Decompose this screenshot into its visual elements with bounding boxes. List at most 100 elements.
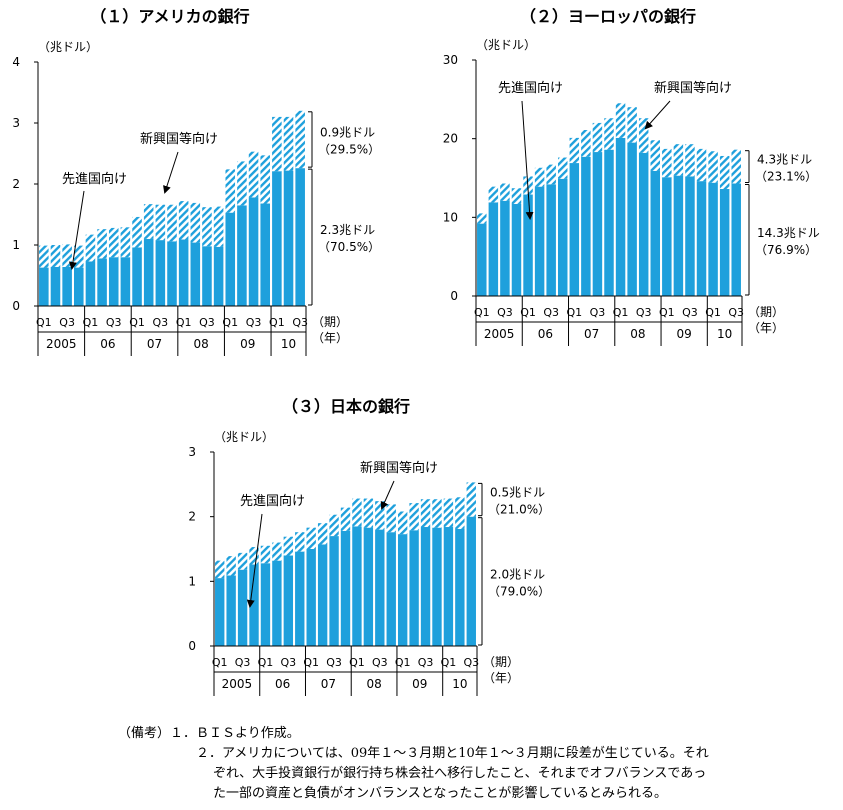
y-tick-label: 20 <box>443 132 458 146</box>
x-tick-label: Q1 <box>566 306 582 319</box>
x-tick-label: Q3 <box>372 656 388 669</box>
bar-hatched <box>397 511 408 535</box>
bar-solid <box>50 266 61 306</box>
bar-solid <box>74 267 84 306</box>
bar-solid <box>569 163 580 296</box>
bar-solid <box>604 149 614 296</box>
bar-hatched <box>225 169 236 213</box>
bar-hatched <box>581 130 591 157</box>
bar-hatched <box>167 204 177 242</box>
bar-hatched <box>546 164 556 185</box>
bar-hatched <box>420 499 431 528</box>
unit-label: （兆ドル） <box>476 38 536 52</box>
bar-solid <box>386 532 396 646</box>
bar-solid <box>500 200 510 296</box>
x-tick-label: Q3 <box>199 316 215 329</box>
bar-solid <box>108 257 119 306</box>
bar-solid <box>237 569 248 646</box>
bar-hatched <box>363 498 374 528</box>
bar-hatched <box>306 527 316 549</box>
x-tick-label: Q3 <box>590 306 606 319</box>
annotation-arrow <box>163 151 179 194</box>
bar-solid <box>523 194 533 296</box>
bar-hatched <box>97 229 107 259</box>
annotation-label: 新興国等向け <box>654 80 732 96</box>
x-tick-label: Q1 <box>83 316 99 329</box>
year-label: 08 <box>630 327 645 341</box>
bar-hatched <box>215 560 225 579</box>
bar-solid <box>295 551 305 646</box>
bar-solid <box>546 184 556 296</box>
bar-solid <box>132 247 142 306</box>
bar-solid <box>226 575 236 646</box>
chart-europe-banks: （２）ヨーロッパの銀行 （兆ドル） 0 10 20 30 Q1 Q3 Q1 Q3 Q1 Q3 Q1 Q3 Q… <box>443 7 820 346</box>
bar-hatched <box>283 116 294 171</box>
year-label: 2005 <box>46 337 77 351</box>
bar-hatched <box>329 514 339 537</box>
bar-solid <box>708 182 718 296</box>
x-tick-label: Q3 <box>636 306 652 319</box>
x-tick-label: Q1 <box>258 656 274 669</box>
y-tick-label: 1 <box>188 574 196 588</box>
year-label: 06 <box>538 327 553 341</box>
year-label: 07 <box>321 677 336 691</box>
year-label: 09 <box>240 337 255 351</box>
bar-hatched <box>432 499 442 528</box>
bar-solid <box>488 202 499 296</box>
bar-solid <box>731 183 741 296</box>
bar-hatched <box>178 201 189 240</box>
bar-solid <box>534 186 545 296</box>
y-tick-label: 4 <box>12 55 20 69</box>
year-label: 06 <box>275 677 290 691</box>
x-tick-label: Q1 <box>659 306 675 319</box>
y-tick-label: 3 <box>188 445 196 459</box>
bar-hatched <box>248 151 259 198</box>
bar-hatched <box>260 155 270 204</box>
year-axis-label: （年） <box>748 321 784 335</box>
y-tick-label: 3 <box>12 116 20 130</box>
x-tick-label: Q1 <box>269 316 285 329</box>
bar-hatched <box>85 234 96 262</box>
chart-title: （１）アメリカの銀行 <box>90 7 249 26</box>
bar-hatched <box>295 110 305 169</box>
bar-hatched <box>455 497 465 529</box>
bar-hatched <box>627 107 637 143</box>
bar-solid <box>155 240 166 306</box>
annotation-arrow <box>644 100 671 130</box>
bar-solid <box>397 534 408 646</box>
bar-solid <box>120 257 131 306</box>
year-label: 10 <box>717 327 732 341</box>
bar-solid <box>511 203 522 296</box>
note-line: （備考）１．ＢＩＳより作成。 <box>118 726 300 741</box>
bar-hatched <box>62 244 72 267</box>
bar-solid <box>260 563 271 646</box>
bar-solid <box>178 239 189 306</box>
bracket-value: 0.5兆ドル <box>490 486 545 500</box>
bar-solid <box>638 152 649 296</box>
x-tick-label: Q3 <box>246 316 262 329</box>
x-tick-label: Q1 <box>520 306 536 319</box>
bar-hatched <box>569 137 580 164</box>
note-line: た一部の資産と負債がオンバランスとなったことが影響しているとみられる。 <box>213 786 667 801</box>
bar-hatched <box>108 227 119 258</box>
bar-hatched <box>477 213 487 224</box>
annotation-label: 先進国向け <box>62 171 127 187</box>
annotation-arrow <box>68 190 85 270</box>
year-label: 06 <box>100 337 115 351</box>
bracket-value: 0.9兆ドル <box>320 125 375 139</box>
y-tick-label: 0 <box>12 299 20 313</box>
bar-hatched <box>534 167 545 187</box>
bar-hatched <box>340 507 351 531</box>
chart-title: （２）ヨーロッパの銀行 <box>520 7 696 26</box>
bar-solid <box>673 175 684 296</box>
year-label: 08 <box>366 677 381 691</box>
bar-solid <box>329 536 339 646</box>
bar-solid <box>85 261 96 306</box>
bar-solid <box>696 181 707 296</box>
bracket-value: 14.3兆ドル <box>757 226 820 240</box>
bar-hatched <box>592 122 603 153</box>
bar-solid <box>627 142 637 296</box>
x-tick-label: Q1 <box>613 306 629 319</box>
bar-hatched <box>213 206 224 247</box>
bar-solid <box>352 526 362 646</box>
